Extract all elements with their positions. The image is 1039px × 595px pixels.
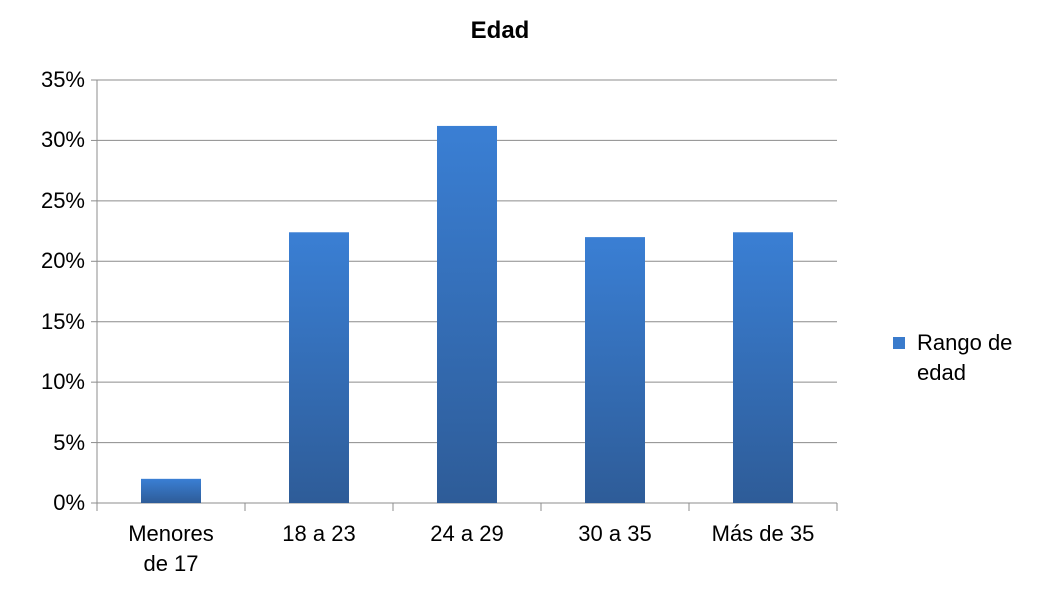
y-tick-label: 5% bbox=[53, 429, 85, 455]
y-tick-label: 35% bbox=[40, 67, 85, 92]
bar bbox=[289, 232, 349, 503]
y-tick-label: 25% bbox=[40, 187, 85, 213]
legend-label: Rango de edad bbox=[917, 330, 1013, 385]
y-tick-label: 30% bbox=[40, 127, 85, 153]
bar bbox=[141, 478, 201, 503]
legend-swatch bbox=[893, 337, 905, 349]
x-tick-label: 18 a 23 bbox=[282, 521, 356, 546]
x-tick-label: Más de 35 bbox=[711, 521, 815, 546]
chart-title: Edad bbox=[470, 17, 530, 44]
bar bbox=[437, 125, 497, 503]
x-tick-label: 24 a 29 bbox=[430, 521, 504, 546]
bar bbox=[585, 237, 645, 503]
y-tick-label: 10% bbox=[40, 369, 85, 395]
bar bbox=[733, 232, 793, 503]
x-tick-label: 30 a 35 bbox=[578, 521, 652, 546]
y-tick-label: 0% bbox=[53, 490, 85, 515]
x-tick-label: Menores de 17 bbox=[128, 521, 214, 576]
y-tick-label: 20% bbox=[40, 248, 85, 274]
y-tick-label: 15% bbox=[40, 308, 85, 334]
